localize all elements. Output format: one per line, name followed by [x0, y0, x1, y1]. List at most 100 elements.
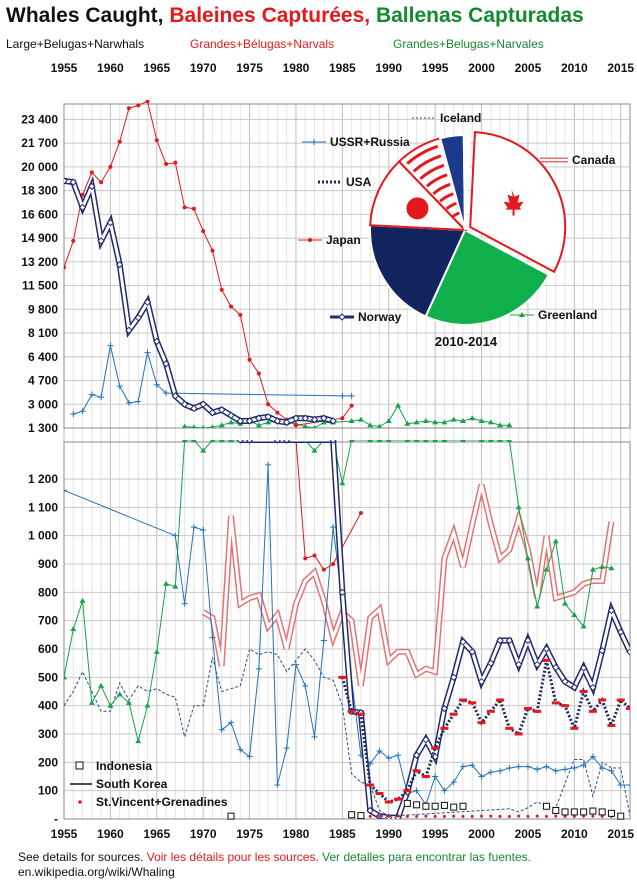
series-usa-point — [626, 707, 630, 710]
series-greenland-point — [190, 440, 197, 442]
series-norway-point — [143, 298, 152, 307]
series-japan-point — [303, 556, 308, 561]
series-norway-point — [412, 751, 421, 759]
legend-label-japan: Japan — [326, 233, 361, 247]
subtitle-es: Grandes+Belugas+Narvales — [393, 37, 544, 51]
series-ussr-point — [246, 753, 253, 760]
series-greenland-point — [312, 425, 317, 428]
series-ussr-point — [265, 461, 272, 468]
series-ussr-point — [385, 755, 392, 762]
pie-usa-stripe — [439, 192, 454, 203]
series-ussr-point — [70, 411, 77, 418]
series-greenland-point — [469, 415, 476, 421]
series-indonesia-point — [607, 809, 615, 817]
series-greenland-point — [506, 422, 513, 428]
series-usa-point — [514, 732, 523, 736]
series-japan-point — [89, 170, 94, 175]
series-norway-point — [88, 182, 96, 191]
series-ussr-point — [209, 634, 216, 641]
series-usa-point — [542, 658, 551, 662]
series-greenland-point — [385, 418, 392, 424]
series-ussr-point — [311, 733, 318, 740]
series-norway-point — [329, 417, 337, 425]
series-greenland-point — [135, 738, 142, 744]
x-tick-label-top: 1955 — [51, 61, 78, 75]
series-svg-point — [572, 814, 576, 818]
x-tick-label-top: 2000 — [468, 61, 495, 75]
series-greenland-point — [367, 422, 374, 428]
x-tick-label-top: 1960 — [97, 61, 124, 75]
series-greenland-point — [348, 418, 355, 424]
x-tick-label-top: 1965 — [143, 61, 170, 75]
x-tick-label-bottom: 1980 — [283, 827, 310, 841]
lower-panel-frame — [63, 441, 631, 820]
footer-sources: See details for sources. Voir les détail… — [18, 850, 531, 864]
series-usa-point — [496, 698, 505, 702]
series-japan-point — [219, 287, 224, 292]
series-usa-point — [598, 698, 607, 702]
series-usa-point — [440, 726, 449, 730]
series-norway-point — [329, 440, 337, 444]
series-norway-point — [422, 735, 430, 744]
series-greenland-point — [487, 440, 494, 442]
series-japan-lower — [293, 440, 363, 572]
subtitle-fr: Grandes+Bélugas+Narvals — [190, 37, 335, 51]
series-indonesia-point — [450, 803, 458, 811]
series-greenland-point — [459, 418, 466, 424]
series-ussr-point — [562, 766, 569, 773]
footer-fr: Voir les détails pour les sources. — [146, 850, 323, 864]
series-norway-point — [552, 663, 560, 672]
series-ussr-point — [181, 600, 188, 607]
series-svg-point — [563, 814, 567, 818]
series-japan-point — [238, 312, 243, 317]
series-usa-point — [356, 712, 365, 716]
series-indonesia-point — [422, 802, 430, 810]
series-japan-line — [64, 100, 353, 426]
series-norway-point — [227, 411, 235, 420]
series-norway-point — [125, 326, 133, 334]
series-greenland-point — [506, 440, 513, 442]
series-norway-point — [542, 645, 551, 653]
x-tick-label-bottom: 2015 — [607, 827, 634, 841]
series-greenland-point — [172, 583, 179, 589]
series-svg-point — [452, 814, 456, 818]
series-greenland-point — [348, 440, 355, 442]
footer-url[interactable]: en.wikipedia.org/wiki/Whaling — [18, 865, 175, 879]
series-ussr-point — [478, 773, 485, 780]
series-greenland-point — [107, 702, 114, 708]
legend-marker-ussr-plus — [311, 139, 317, 145]
y-tick-label-upper: 14 900 — [21, 231, 58, 245]
series-greenland-point — [311, 447, 318, 453]
series-ussr-point — [88, 391, 95, 398]
series-norway-point — [236, 417, 245, 425]
pie-slice-norway — [369, 224, 467, 318]
series-ussr-point — [413, 787, 420, 794]
series-japan-point — [201, 229, 206, 234]
y-tick-label-lower: 300 — [38, 727, 58, 741]
x-tick-label-bottom: 2010 — [561, 827, 588, 841]
series-norway-point — [292, 414, 300, 422]
maple-leaf-icon — [503, 189, 524, 216]
series-svg-point — [591, 814, 595, 818]
series-greenland-point — [218, 440, 225, 442]
x-tick-label-top: 1975 — [236, 61, 263, 75]
series-indonesia-point — [459, 802, 467, 810]
legend-label-indonesia: Indonesia — [96, 759, 152, 773]
pie-slice-greenland — [424, 228, 551, 326]
title-en: Whales Caught, — [6, 4, 170, 27]
series-svg-point — [433, 814, 437, 818]
series-norway-point — [218, 406, 226, 414]
series-indonesia-point — [440, 801, 448, 809]
legend-label-norway: Norway — [358, 310, 402, 324]
series-usa-point — [579, 690, 588, 693]
subtitle-en: Large+Belugas+Narwhals — [6, 37, 145, 51]
legend-label-ussrrussia: USSR+Russia — [330, 135, 410, 149]
x-tick-label-bottom: 2000 — [468, 827, 495, 841]
series-greenland-point — [367, 440, 374, 442]
series-norway-point — [487, 659, 495, 667]
series-ussr-point — [144, 349, 151, 356]
series-indonesia-point — [542, 802, 550, 810]
series-canada-line-inner — [202, 484, 613, 687]
chart-title: Whales Caught, Baleines Capturées, Balle… — [6, 4, 584, 28]
series-ussr-point — [617, 782, 624, 788]
